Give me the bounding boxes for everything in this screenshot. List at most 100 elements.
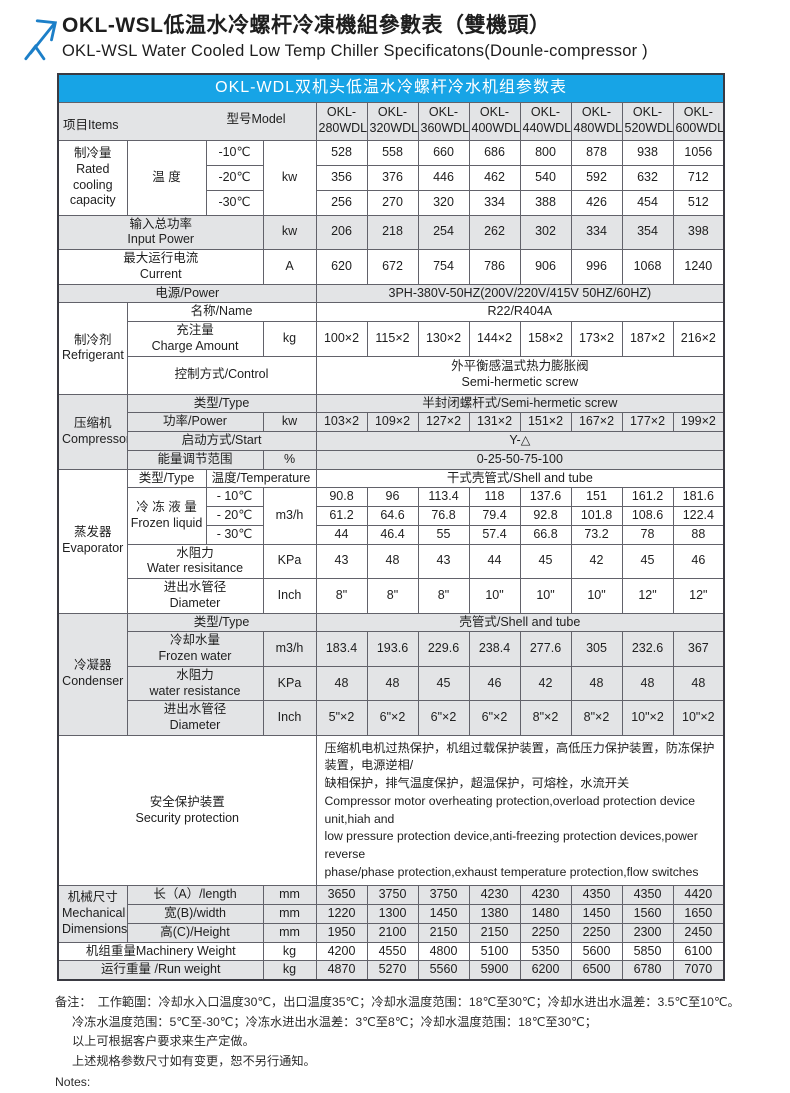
- value-cell: 73.2: [570, 524, 623, 545]
- value-cell: 2150: [417, 922, 470, 943]
- unit-cell: KPa: [262, 665, 317, 702]
- value-cell: 109×2: [366, 412, 419, 432]
- unit-cell: %: [262, 449, 317, 470]
- value-cell: 3650: [315, 885, 368, 905]
- section-mechanical-dimensions: 机械尺寸 Mechanical Dimensions: [57, 885, 128, 943]
- value-cell: 1220: [315, 904, 368, 924]
- row-label-cell: 名称/Name: [126, 302, 317, 322]
- value-cell: 193.6: [366, 631, 419, 667]
- value-cell: 878: [570, 139, 623, 166]
- value-cell: 100×2: [315, 321, 368, 357]
- table-banner-title: OKL-WDL双机头低温水冷螺杆冷水机组参数表: [57, 73, 725, 103]
- value-cell: 558: [366, 139, 419, 166]
- spec-table: OKL-WDL双机头低温水冷螺杆冷水机组参数表项目Items 型号Model OKL…: [57, 73, 726, 981]
- row-label-cell: 冷 冻 液 量 Frozen liquid: [126, 487, 207, 545]
- value-cell: 1068: [621, 249, 674, 285]
- value-cell: 1240: [672, 249, 725, 285]
- section-condenser: 冷凝器 Condenser: [57, 612, 128, 736]
- value-cell: 302: [519, 214, 572, 250]
- value-cell: 131×2: [468, 412, 521, 432]
- notes-label: 备注：: [55, 995, 92, 1009]
- value-cell: 61.2: [315, 506, 368, 526]
- value-cell: 43: [315, 543, 368, 579]
- note-line: 上述规格参数尺寸如有变更，恕不另行通知。: [72, 1053, 316, 1068]
- value-cell: 334: [468, 189, 521, 216]
- value-cell: 660: [417, 139, 470, 166]
- value-cell: 173×2: [570, 321, 623, 357]
- value-cell: 2450: [672, 922, 725, 943]
- row-run-weight: 运行重量 /Run weight: [57, 960, 264, 981]
- notes-en-label: Notes:: [55, 1075, 91, 1090]
- value-cell: 216×2: [672, 321, 725, 357]
- value-cell: 45: [417, 665, 470, 702]
- value-cell: 5100: [468, 941, 521, 962]
- corner-model-label: 型号Model: [226, 111, 286, 126]
- value-cell: 367: [672, 631, 725, 667]
- value-cell: 88: [672, 524, 725, 545]
- value-cell: 5900: [468, 960, 521, 981]
- value-cell: 218: [366, 214, 419, 250]
- value-cell: 1480: [519, 904, 572, 924]
- value-cell: 398: [672, 214, 725, 250]
- value-cell: 6780: [621, 960, 674, 981]
- value-cell: 672: [366, 249, 419, 285]
- value-cell: 446: [417, 164, 470, 191]
- value-cell: 334: [570, 214, 623, 250]
- row-label-cell: 类型/Type: [126, 468, 207, 489]
- value-cell: 76.8: [417, 506, 470, 526]
- value-cell: 48: [315, 665, 368, 702]
- value-cell: 754: [417, 249, 470, 285]
- value-cell: 44: [468, 543, 521, 579]
- unit-cell: kw: [262, 139, 317, 216]
- row-label-cell: 进出水管径 Diameter: [126, 578, 264, 614]
- value-cell: 46.4: [366, 524, 419, 545]
- value-cell: 46: [468, 665, 521, 702]
- corner-items-label: 项目Items: [63, 117, 119, 132]
- value-cell: 199×2: [672, 412, 725, 432]
- value-cell: 66.8: [519, 524, 572, 545]
- value-cell: 632: [621, 164, 674, 191]
- model-header-cell: OKL- 600WDL: [672, 101, 725, 141]
- value-cell: 101.8: [570, 506, 623, 526]
- arrow-up-right-icon: [24, 19, 58, 61]
- section-refrigerant: 制冷剂 Refrigerant: [57, 302, 128, 395]
- value-cell: 8"×2: [570, 700, 623, 736]
- row-label-cell: - 10℃: [205, 487, 264, 507]
- model-header-cell: OKL- 520WDL: [621, 101, 674, 141]
- value-cell: 6"×2: [366, 700, 419, 736]
- value-cell: 8": [366, 578, 419, 614]
- value-cell: 1380: [468, 904, 521, 924]
- row-label-cell: 功率/Power: [126, 412, 264, 432]
- value-cell: 305: [570, 631, 623, 667]
- row-label-cell: - 30℃: [205, 524, 264, 545]
- value-cell: 7070: [672, 960, 725, 981]
- value-cell: 4800: [417, 941, 470, 962]
- note-line: 备注： 工作範圍：冷却水入口温度30℃，出口温度35℃；冷却水温度范围：18℃至3…: [55, 993, 790, 1013]
- value-cell: 158×2: [519, 321, 572, 357]
- value-cell: 4230: [468, 885, 521, 905]
- notes-block: 备注： 工作範圍：冷却水入口温度30℃，出口温度35℃；冷却水温度范围：18℃至3…: [55, 993, 790, 1093]
- row-label-cell: -30℃: [205, 189, 264, 216]
- value-cell: 144×2: [468, 321, 521, 357]
- unit-cell: A: [262, 249, 317, 285]
- value-cell: 3PH-380V-50HZ(200V/220V/415V 50HZ/60HZ): [315, 283, 725, 304]
- value-cell: Y-△: [315, 431, 725, 451]
- value-cell: 800: [519, 139, 572, 166]
- unit-cell: kw: [262, 412, 317, 432]
- value-cell: 4550: [366, 941, 419, 962]
- value-cell: 320: [417, 189, 470, 216]
- value-cell: 108.6: [621, 506, 674, 526]
- value-cell: 2100: [366, 922, 419, 943]
- security-protection-text: 压缩机电机过热保护，机组过载保护装置，高低压力保护装置，防冻保护装置，电源逆相/…: [315, 734, 725, 887]
- corner-cell: 项目Items 型号Model: [57, 101, 317, 141]
- value-cell: 半封闭螺杆式/Semi-hermetic screw: [315, 393, 725, 414]
- row-label-cell: 启动方式/Start: [126, 431, 317, 451]
- value-cell: 8": [315, 578, 368, 614]
- row-security-protection: 安全保护装置 Security protection: [57, 734, 317, 887]
- value-cell: 1056: [672, 139, 725, 166]
- value-cell: 206: [315, 214, 368, 250]
- value-cell: 1450: [570, 904, 623, 924]
- unit-cell: KPa: [262, 543, 317, 579]
- value-cell: 906: [519, 249, 572, 285]
- value-cell: 103×2: [315, 412, 368, 432]
